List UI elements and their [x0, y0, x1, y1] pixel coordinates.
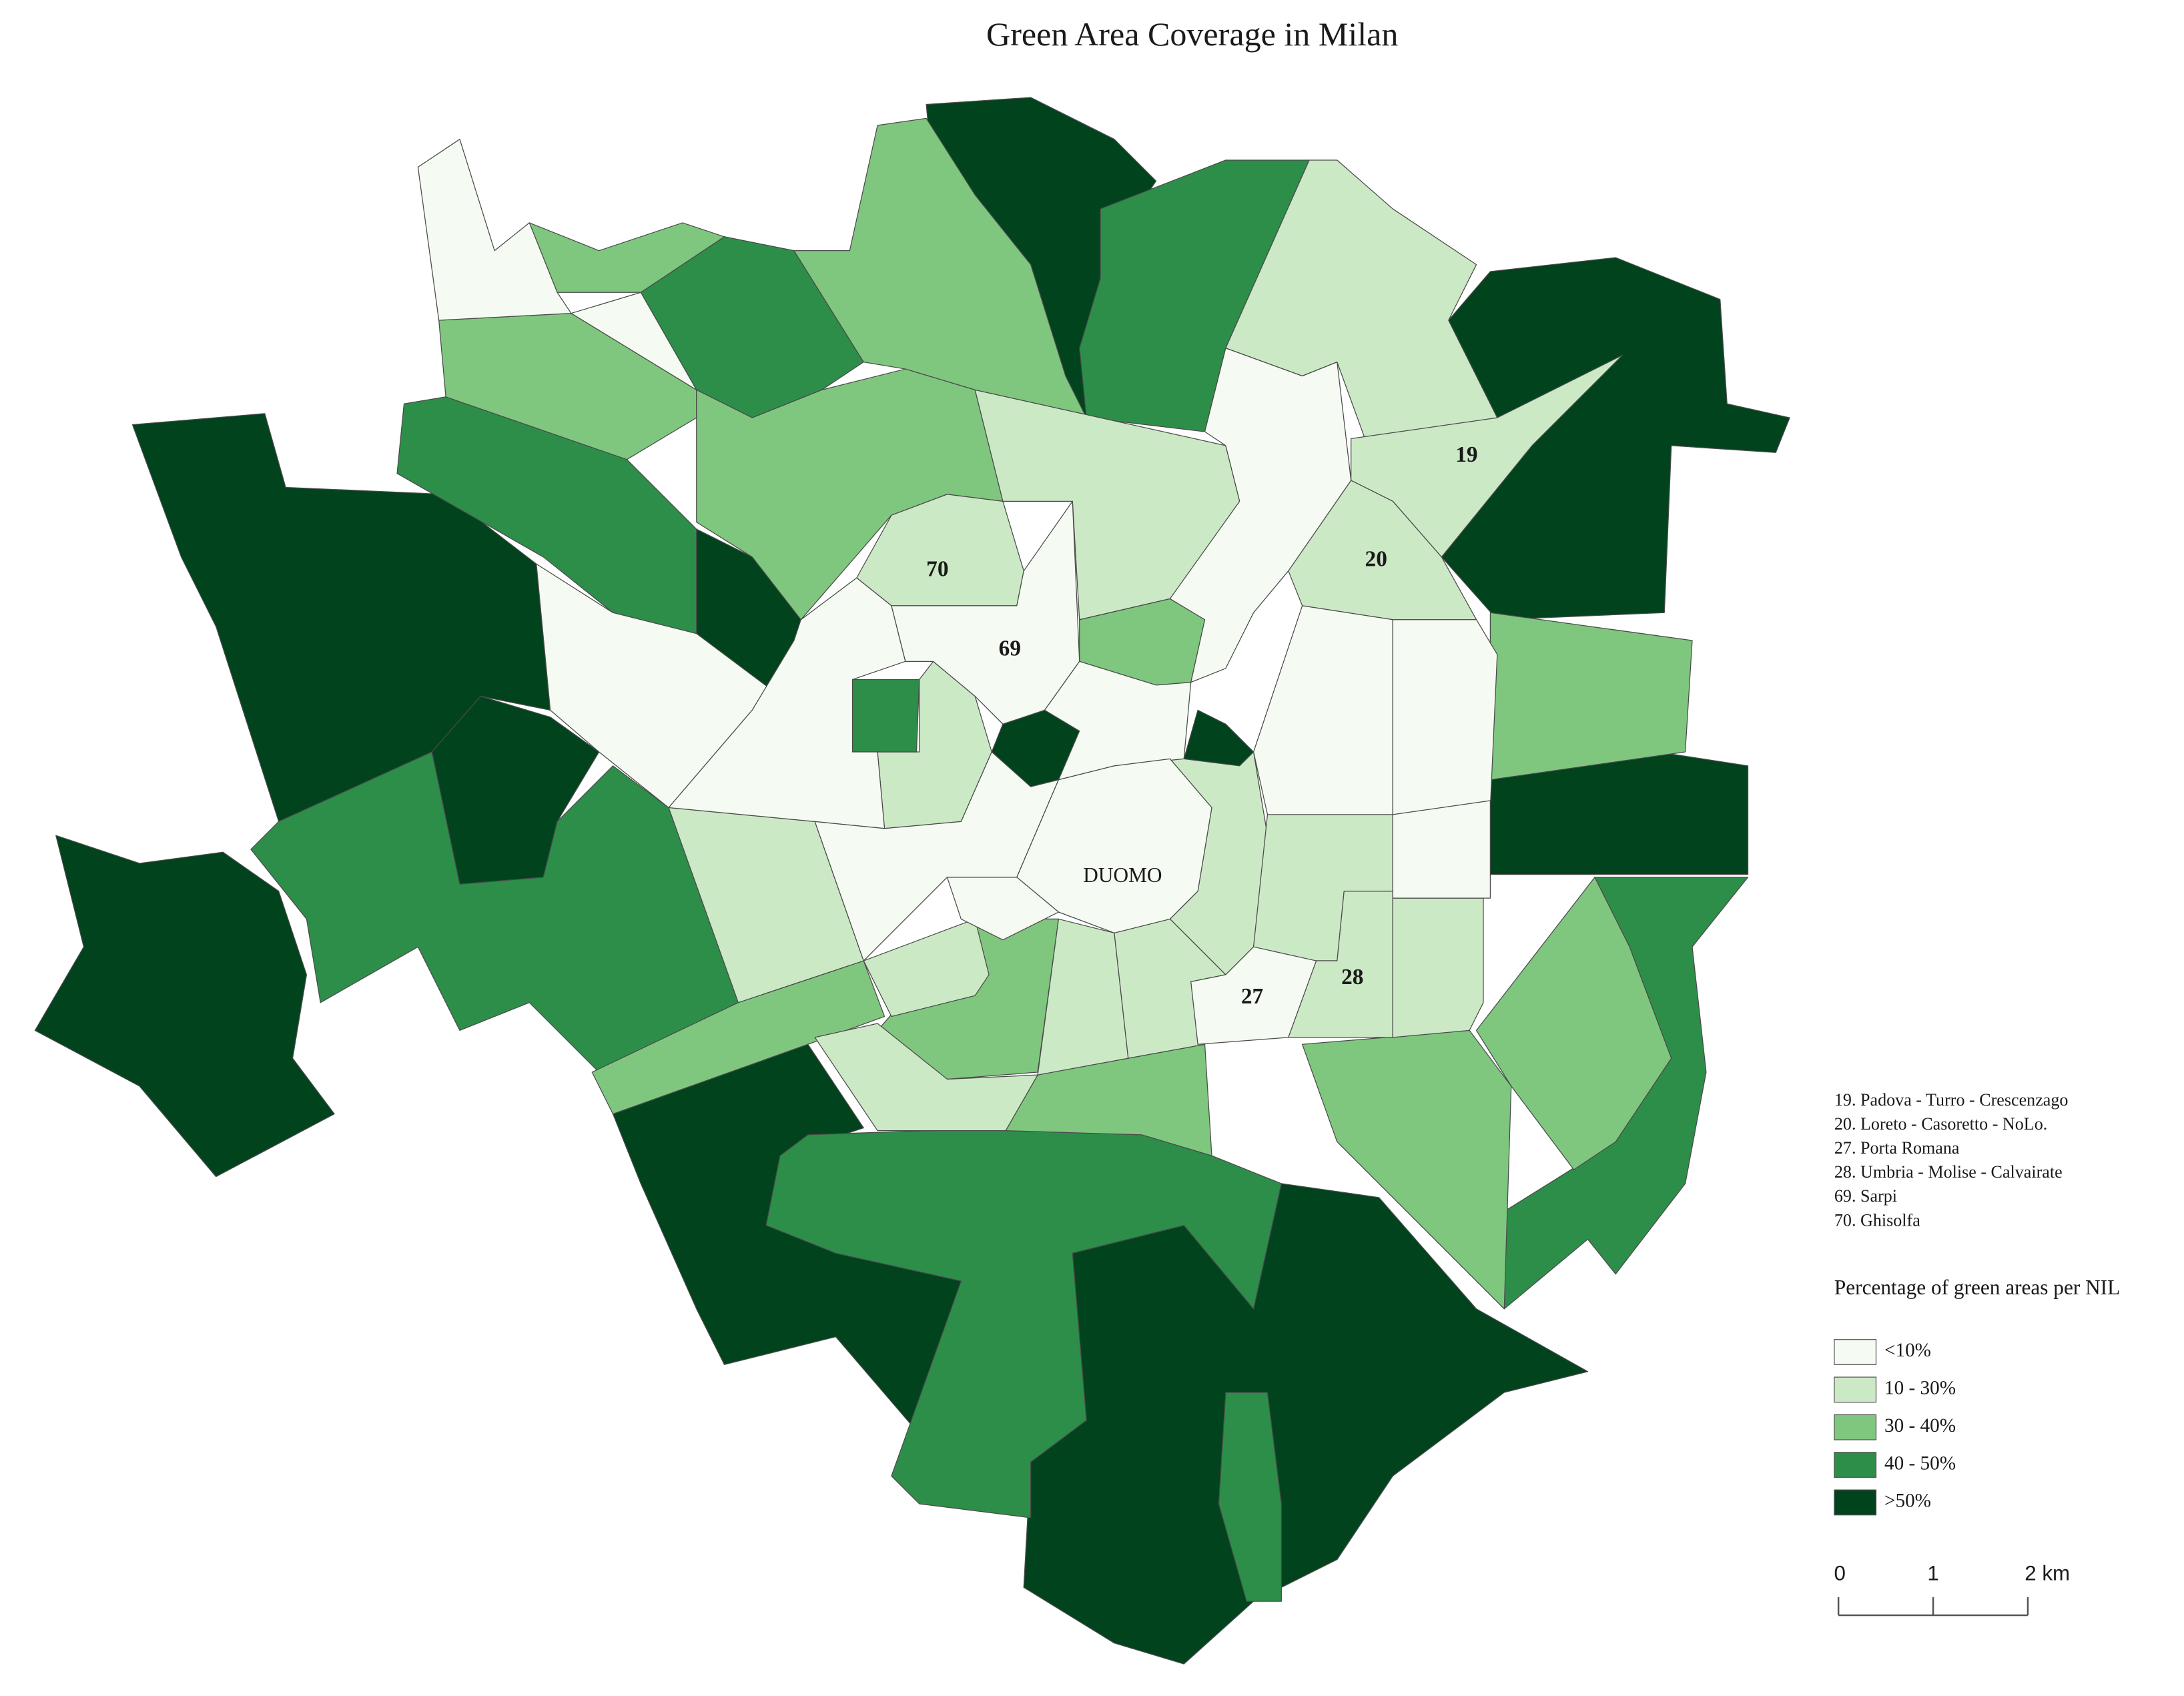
district-label: 69	[999, 636, 1021, 661]
district-label: 27	[1241, 984, 1263, 1009]
district	[1016, 758, 1212, 933]
scale-label: 1	[1927, 1562, 1938, 1585]
district	[1392, 619, 1498, 815]
district	[1218, 1392, 1282, 1602]
legend-label: <10%	[1884, 1340, 1931, 1361]
district	[851, 679, 920, 753]
district	[1169, 348, 1352, 683]
legend: <10% 10 - 30% 30 - 40% 40 - 50% >50%	[1834, 1339, 1956, 1516]
district-label: 19	[1455, 442, 1477, 467]
legend-swatch	[1834, 1452, 1877, 1478]
scale-label: 2 km	[2025, 1562, 2070, 1585]
legend-swatch	[1834, 1489, 1877, 1516]
district-list: 19. Padova - Turro - Crescenzago 20. Lore…	[1834, 1090, 2069, 1230]
district	[34, 835, 335, 1178]
scale-label: 0	[1834, 1562, 1846, 1585]
district	[814, 751, 1060, 961]
district	[1183, 709, 1254, 767]
district-label: DUOMO	[1083, 863, 1162, 887]
legend-label: >50%	[1884, 1491, 1931, 1512]
district	[417, 139, 572, 321]
district	[571, 292, 697, 390]
legend-label: 10 - 30%	[1884, 1378, 1956, 1399]
district	[1392, 800, 1491, 899]
district	[1252, 605, 1393, 815]
district-list-item: 28. Umbria - Molise - Calvairate	[1834, 1162, 2063, 1182]
legend-label: 40 - 50%	[1884, 1452, 1956, 1474]
legend-title: Percentage of green areas per NIL	[1834, 1276, 2120, 1299]
district-label: 70	[926, 556, 948, 581]
district	[946, 877, 1060, 941]
district-label: 20	[1365, 547, 1387, 572]
legend-swatch	[1834, 1339, 1877, 1365]
district	[1475, 877, 1672, 1170]
district-label: 28	[1341, 965, 1363, 989]
district	[1392, 897, 1484, 1038]
district	[1190, 946, 1317, 1045]
legend-swatch	[1834, 1376, 1877, 1403]
map-labels: 19 20 70 69 DUOMO 27 28	[926, 442, 1477, 1009]
district	[863, 918, 990, 1017]
district-list-item: 19. Padova - Turro - Crescenzago	[1834, 1090, 2069, 1110]
legend-swatch	[1834, 1414, 1877, 1440]
district	[1489, 612, 1693, 781]
district-list-item: 69. Sarpi	[1834, 1186, 1897, 1206]
legend-label: 30 - 40%	[1884, 1415, 1956, 1436]
map-title: Green Area Coverage in Milan	[986, 15, 1398, 53]
district-layer	[34, 97, 1790, 1665]
district	[131, 413, 551, 822]
district-list-item: 20. Loreto - Casoretto - NoLo.	[1834, 1114, 2047, 1134]
district-list-item: 27. Porta Romana	[1834, 1138, 1960, 1158]
district-list-item: 70. Ghisolfa	[1834, 1210, 1920, 1230]
scale-bar: 0 1 2 km	[1834, 1562, 2070, 1617]
